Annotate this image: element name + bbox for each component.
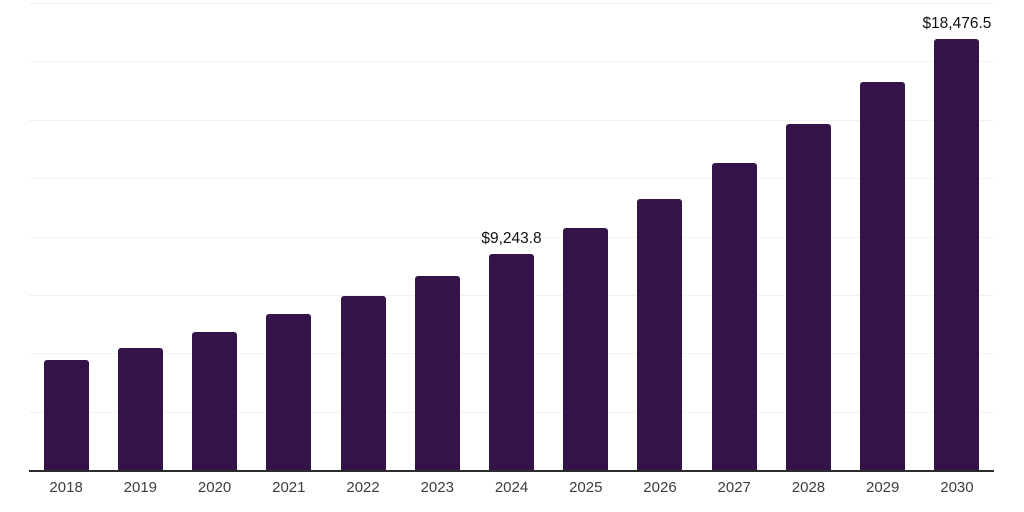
x-tick-label-2030: 2030 [940, 479, 974, 496]
x-tick-label-2023: 2023 [420, 479, 454, 496]
x-tick-label-2019: 2019 [123, 479, 158, 496]
bar-series: $9,243.8 $18,476.5 [29, 3, 994, 470]
x-tick-label-2024: 2024 [494, 479, 529, 496]
bar-slot-2025 [549, 3, 623, 470]
gridline [29, 119, 994, 121]
bar-value-label-2024: $9,243.8 [481, 230, 542, 248]
bar-slot-2023 [400, 3, 474, 470]
bar-2022 [340, 296, 386, 470]
x-tick-label-2029: 2029 [866, 479, 900, 496]
bar-2026 [637, 198, 683, 470]
x-tick-label-2027: 2027 [717, 479, 751, 496]
bar-slot-2021 [252, 3, 326, 470]
gridline [29, 61, 994, 63]
bar-2021 [266, 313, 312, 470]
x-axis-tick-labels: 2018 2019 2020 2021 2022 2023 2024 2025 2026 2027… [29, 479, 994, 496]
bar-slot-2030: $18,476.5 [920, 3, 994, 470]
x-axis-line [29, 470, 994, 472]
bar-slot-2019 [103, 3, 177, 470]
x-tick-label-2028: 2028 [791, 479, 826, 496]
bar-slot-2018 [29, 3, 103, 470]
gridline [29, 236, 994, 238]
x-tick-label-2020: 2020 [197, 479, 232, 496]
bar-slot-2029 [846, 3, 920, 470]
bar-slot-2024: $9,243.8 [474, 3, 548, 470]
gridline [29, 3, 994, 4]
bar-2019 [117, 348, 163, 470]
bar-slot-2020 [177, 3, 251, 470]
gridline [29, 178, 994, 180]
bar-slot-2028 [771, 3, 845, 470]
bar-2020 [192, 331, 238, 470]
bar-value-label-2030: $18,476.5 [922, 14, 992, 32]
bar-2023 [414, 276, 460, 470]
bar-2024 [489, 254, 535, 470]
bar-slot-2022 [326, 3, 400, 470]
x-tick-label-2022: 2022 [346, 479, 380, 496]
bar-slot-2027 [697, 3, 771, 470]
bar-2027 [711, 162, 757, 470]
bar-2030 [934, 38, 980, 470]
x-tick-label-2026: 2026 [643, 479, 677, 496]
plot-area: $9,243.8 $18,476.5 [29, 3, 994, 472]
bar-2025 [563, 228, 609, 470]
bar-slot-2026 [623, 3, 697, 470]
x-tick-label-2025: 2025 [569, 479, 603, 496]
bar-2028 [785, 123, 831, 470]
x-tick-label-2018: 2018 [49, 479, 83, 496]
bar-2018 [43, 360, 89, 470]
bar-2029 [860, 82, 906, 470]
x-tick-label-2021: 2021 [272, 479, 306, 496]
